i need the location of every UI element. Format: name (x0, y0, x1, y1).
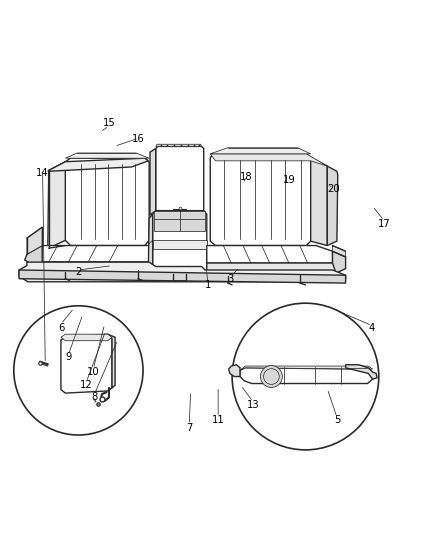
Polygon shape (19, 262, 346, 282)
Text: 8: 8 (92, 392, 98, 402)
Text: 16: 16 (132, 134, 145, 144)
Polygon shape (39, 262, 155, 272)
Text: 12: 12 (80, 380, 93, 390)
Polygon shape (240, 366, 373, 370)
Polygon shape (42, 246, 152, 262)
Text: 1: 1 (205, 280, 211, 290)
Polygon shape (346, 365, 377, 379)
Polygon shape (240, 368, 373, 384)
Text: 18: 18 (240, 172, 252, 182)
Polygon shape (207, 263, 336, 276)
Polygon shape (229, 365, 240, 376)
Text: 2: 2 (75, 266, 81, 277)
Polygon shape (207, 246, 332, 263)
Polygon shape (61, 334, 112, 341)
Text: 11: 11 (212, 415, 225, 425)
Polygon shape (48, 161, 65, 248)
Polygon shape (25, 246, 42, 269)
Polygon shape (155, 147, 204, 211)
Text: 9: 9 (65, 352, 71, 362)
Text: 7: 7 (186, 423, 192, 433)
Polygon shape (210, 148, 311, 154)
Polygon shape (332, 251, 346, 273)
Polygon shape (65, 158, 149, 246)
Text: 5: 5 (334, 415, 340, 425)
Text: 6: 6 (58, 322, 64, 333)
Text: 3: 3 (227, 274, 233, 284)
Polygon shape (311, 157, 327, 246)
Polygon shape (210, 154, 311, 246)
Text: 20: 20 (327, 184, 340, 194)
Polygon shape (19, 270, 346, 283)
Polygon shape (150, 149, 155, 215)
Text: 10: 10 (87, 367, 99, 377)
Polygon shape (332, 246, 346, 257)
Circle shape (232, 303, 379, 450)
Text: 15: 15 (102, 118, 115, 128)
Polygon shape (108, 334, 115, 388)
Polygon shape (155, 144, 201, 147)
Polygon shape (152, 211, 207, 274)
Text: 4: 4 (369, 324, 375, 334)
Polygon shape (61, 334, 112, 393)
Polygon shape (210, 154, 327, 166)
Text: 17: 17 (378, 219, 390, 229)
Text: 14: 14 (36, 168, 49, 177)
Polygon shape (27, 227, 42, 254)
Text: 19: 19 (283, 175, 295, 185)
Polygon shape (48, 158, 148, 171)
Polygon shape (152, 240, 207, 249)
Circle shape (261, 366, 283, 387)
Polygon shape (154, 211, 205, 231)
Text: 13: 13 (247, 400, 259, 410)
Polygon shape (327, 166, 338, 246)
Polygon shape (65, 153, 149, 158)
Circle shape (14, 306, 143, 435)
Polygon shape (148, 214, 152, 275)
